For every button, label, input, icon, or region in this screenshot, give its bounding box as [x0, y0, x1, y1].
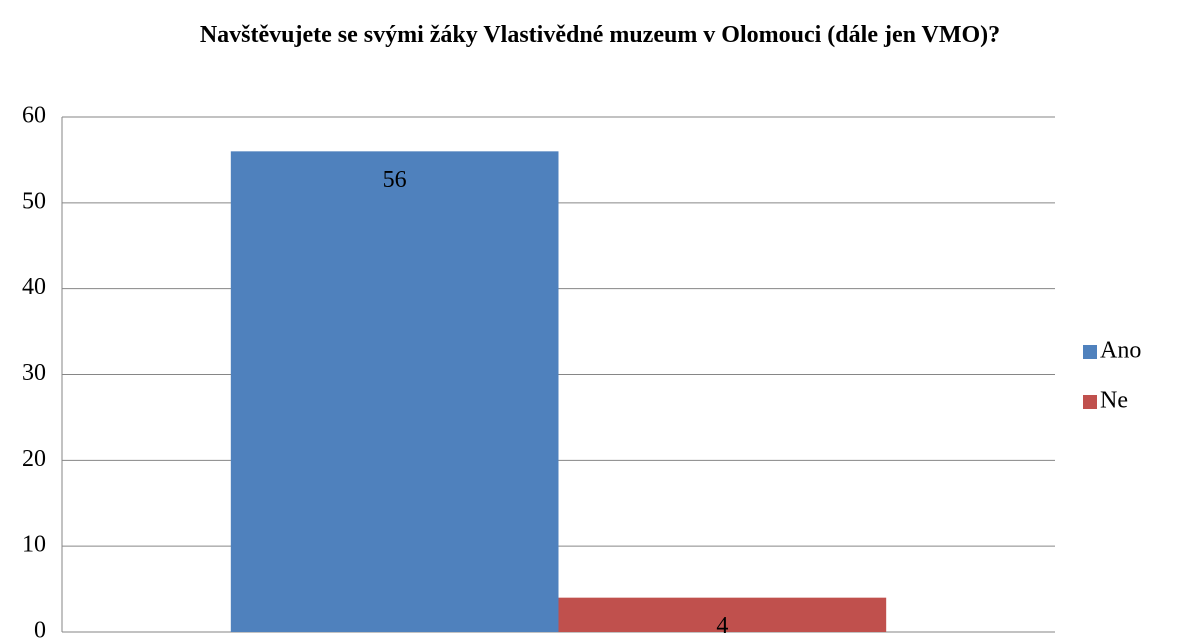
bar [558, 597, 887, 632]
chart-title: Navštěvujete se svými žáky Vlastivědné m… [199, 22, 1001, 48]
y-tick-label: 10 [22, 532, 46, 558]
legend-label: Ano [1100, 338, 1141, 364]
legend-label: Ne [1100, 388, 1128, 414]
legend-swatch [1083, 345, 1097, 359]
y-tick-label: 50 [22, 188, 46, 214]
data-label: 4 [716, 613, 728, 639]
y-tick-label: 0 [34, 618, 46, 643]
legend-swatch [1083, 395, 1097, 409]
bar [230, 151, 559, 633]
y-tick-label: 40 [22, 274, 46, 300]
data-label: 56 [383, 167, 407, 193]
y-tick-label: 30 [22, 360, 46, 386]
y-tick-label: 60 [22, 103, 46, 129]
y-tick-label: 20 [22, 446, 46, 472]
